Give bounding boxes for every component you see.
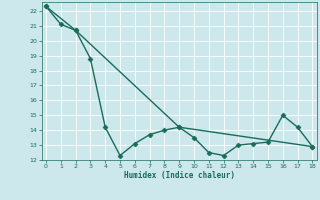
X-axis label: Humidex (Indice chaleur): Humidex (Indice chaleur) bbox=[124, 171, 235, 180]
